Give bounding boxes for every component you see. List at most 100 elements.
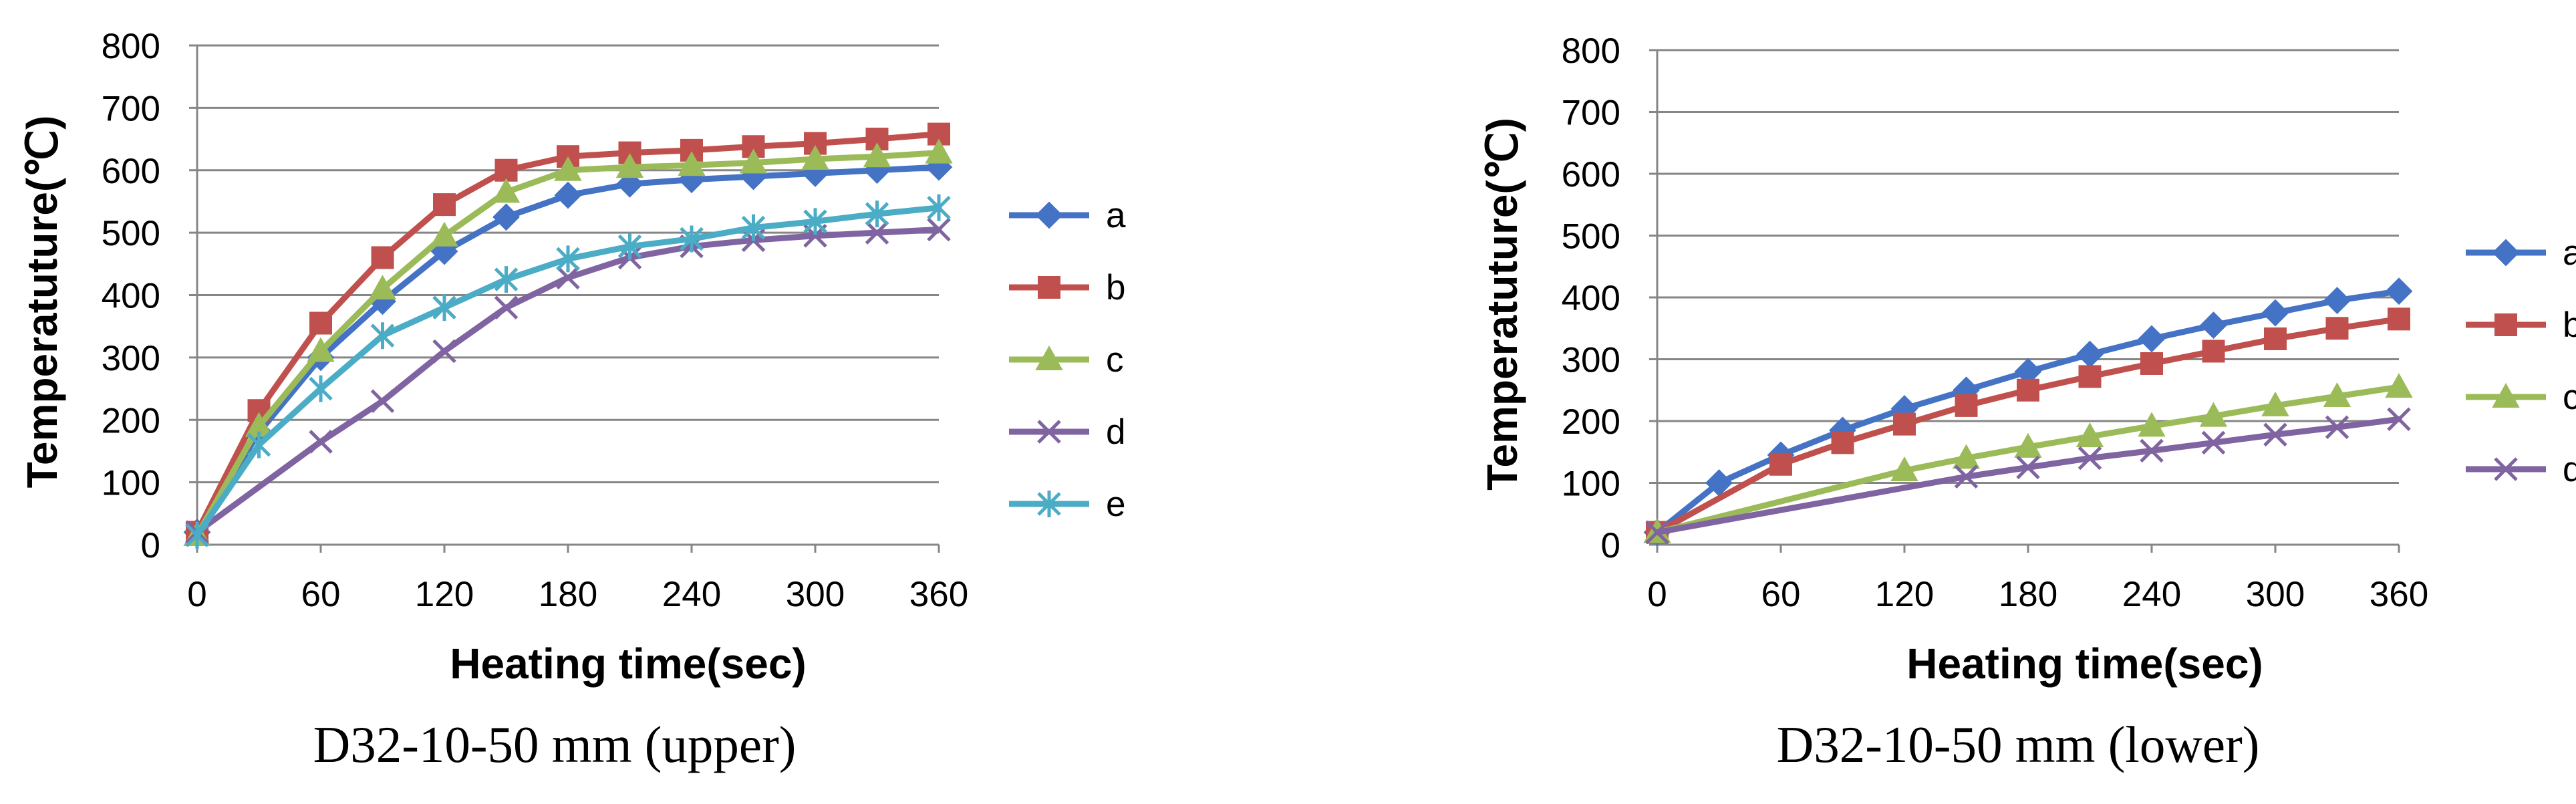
x-tick-label: 360 xyxy=(2370,575,2428,614)
x-tick-label: 60 xyxy=(301,575,341,614)
legend-label: d xyxy=(2563,450,2576,489)
data-point-a xyxy=(2385,277,2413,305)
legend-marker xyxy=(1035,201,1063,229)
data-point-c xyxy=(492,178,521,203)
y-tick-label: 400 xyxy=(1562,279,1620,318)
legend-item-d: d xyxy=(1009,412,1125,452)
legend-item-d: d xyxy=(2466,450,2576,489)
data-point-c xyxy=(801,144,829,170)
data-point-e xyxy=(680,225,704,253)
x-tick-label: 240 xyxy=(2122,575,2181,614)
x-tick-label: 360 xyxy=(909,575,968,614)
legend-label: a xyxy=(2563,233,2576,273)
data-point-d xyxy=(927,217,951,242)
y-tick-label: 300 xyxy=(1562,341,1620,380)
data-point-d xyxy=(2140,438,2164,463)
y-tick-label: 300 xyxy=(102,339,160,378)
y-tick-label: 200 xyxy=(102,401,160,440)
data-point-d xyxy=(2387,407,2411,431)
legend-item-a: a xyxy=(1009,196,1126,235)
data-point-b xyxy=(1831,431,1854,454)
data-point-c xyxy=(2323,382,2351,407)
legend-item-b: b xyxy=(2466,305,2576,345)
series-c xyxy=(1643,373,2413,543)
data-point-d xyxy=(309,430,333,454)
y-tick-label: 600 xyxy=(1562,155,1620,194)
data-point-c xyxy=(1952,444,1981,469)
data-point-b xyxy=(371,246,394,269)
chart-caption: D32-10-50 mm (lower) xyxy=(1777,716,2260,773)
series-e xyxy=(185,194,951,549)
x-axis-title: Heating time(sec) xyxy=(1906,640,2263,688)
legend-item-e: e xyxy=(1009,485,1125,524)
legend-label: b xyxy=(1106,268,1125,307)
data-point-d xyxy=(494,295,519,319)
legend-marker xyxy=(1037,420,1061,444)
data-point-b xyxy=(2017,378,2039,402)
data-point-d xyxy=(865,221,889,245)
data-point-e xyxy=(432,294,456,321)
data-point-b xyxy=(1955,394,1978,417)
y-tick-label: 200 xyxy=(1562,402,1620,442)
x-tick-label: 180 xyxy=(1999,575,2057,614)
data-point-c xyxy=(2261,391,2289,416)
y-tick-label: 600 xyxy=(102,152,160,191)
data-point-c xyxy=(863,142,891,168)
legend-item-c: c xyxy=(2466,378,2576,417)
data-point-e xyxy=(556,245,580,273)
data-point-a xyxy=(2076,340,2104,368)
data-point-c xyxy=(2014,432,2042,458)
data-point-a xyxy=(2200,311,2227,340)
data-point-d xyxy=(2078,446,2102,471)
legend-item-a: a xyxy=(2466,233,2576,273)
data-point-c xyxy=(615,153,644,178)
data-point-b xyxy=(1893,412,1916,436)
series-d xyxy=(185,217,951,545)
x-tick-label: 0 xyxy=(187,575,206,614)
data-point-a xyxy=(2138,325,2166,353)
y-axis-title: Temperatuture(℃) xyxy=(1478,118,1526,491)
y-tick-label: 800 xyxy=(1562,31,1620,71)
data-point-d xyxy=(2201,430,2226,455)
data-point-b xyxy=(309,311,332,335)
legend-marker xyxy=(1035,345,1063,370)
data-point-e xyxy=(370,322,395,350)
legend-label: c xyxy=(1106,340,1124,380)
legend-marker xyxy=(2494,313,2517,336)
data-point-d xyxy=(2016,455,2040,480)
data-point-d xyxy=(1954,464,1979,489)
y-tick-label: 500 xyxy=(1562,217,1620,257)
y-tick-label: 800 xyxy=(102,27,160,66)
legend-label: b xyxy=(2563,305,2576,345)
data-point-b xyxy=(2325,317,2349,340)
y-tick-label: 400 xyxy=(102,277,160,316)
data-point-c xyxy=(1890,456,1918,481)
data-point-a xyxy=(2261,299,2289,327)
x-axis-title: Heating time(sec) xyxy=(450,640,806,688)
data-point-c xyxy=(739,148,768,174)
data-point-d xyxy=(2325,415,2349,440)
x-tick-label: 0 xyxy=(1647,575,1667,614)
legend-item-c: c xyxy=(1009,340,1124,380)
legend-marker xyxy=(2494,457,2518,481)
data-point-c xyxy=(2385,373,2413,398)
y-tick-label: 700 xyxy=(1562,94,1620,133)
data-point-c xyxy=(368,275,397,300)
x-tick-label: 300 xyxy=(786,575,845,614)
data-point-c xyxy=(554,156,582,181)
y-tick-label: 100 xyxy=(102,464,160,503)
data-point-c xyxy=(2199,402,2228,427)
data-point-a xyxy=(554,181,582,209)
series-line-a xyxy=(1654,288,2402,535)
data-point-b xyxy=(2078,365,2102,388)
data-point-d xyxy=(2263,422,2287,447)
data-point-d xyxy=(370,389,395,414)
series-line-c xyxy=(1654,384,2402,535)
data-point-e xyxy=(927,194,951,221)
data-point-c xyxy=(430,221,458,247)
x-tick-label: 240 xyxy=(662,575,721,614)
legend-marker xyxy=(2492,382,2520,408)
x-tick-label: 300 xyxy=(2246,575,2305,614)
legend-label: c xyxy=(2563,378,2576,417)
